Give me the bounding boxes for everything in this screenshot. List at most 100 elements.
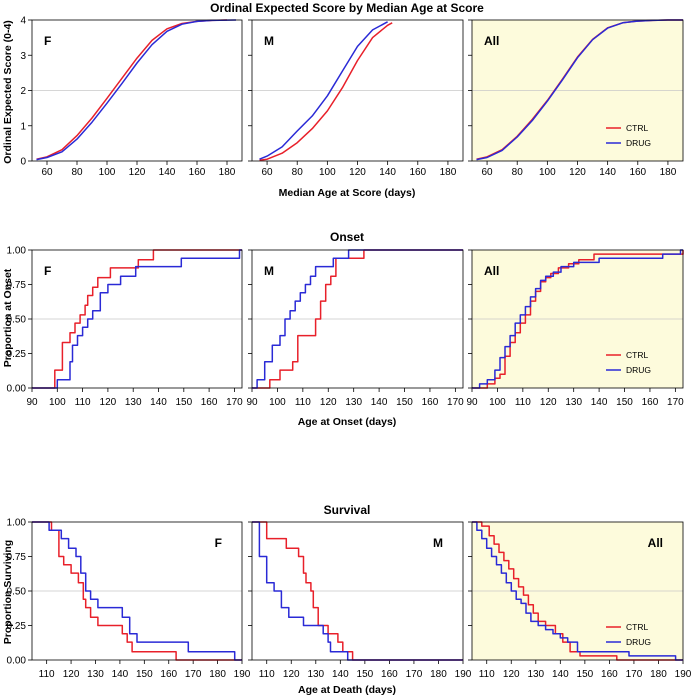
x-tick-label: 110 bbox=[479, 669, 495, 680]
panel-label: F bbox=[44, 34, 51, 48]
legend-drug-label: DRUG bbox=[626, 365, 651, 375]
y-tick-label: 1.00 bbox=[7, 518, 27, 529]
x-tick-label: 140 bbox=[591, 397, 608, 408]
x-tick-label: 150 bbox=[396, 397, 413, 408]
x-tick-label: 100 bbox=[269, 397, 286, 408]
x-tick-label: 120 bbox=[569, 167, 586, 178]
y-tick-label: 3 bbox=[20, 51, 26, 62]
chart-score: Ordinal Expected Score (0-4) Median Age a… bbox=[2, 16, 684, 199]
x-tick-label: 60 bbox=[482, 167, 494, 178]
x-axis-label: Median Age at Score (days) bbox=[279, 187, 416, 199]
series-drug-line bbox=[32, 521, 242, 661]
x-tick-label: 160 bbox=[409, 167, 426, 178]
y-tick-label: 0.25 bbox=[7, 621, 27, 632]
x-tick-label: 120 bbox=[63, 669, 80, 680]
x-tick-label: 160 bbox=[381, 669, 398, 680]
x-tick-label: 130 bbox=[527, 669, 544, 680]
chart-survival: Proportion Surviving Age at Death (days) 1… bbox=[2, 518, 692, 697]
y-axis-label: Proportion Surviving bbox=[2, 540, 14, 644]
y-tick-label: 0.50 bbox=[7, 587, 27, 598]
x-tick-label: 90 bbox=[466, 397, 478, 408]
x-tick-label: 90 bbox=[246, 397, 258, 408]
panel-m: 90 100 110 120 130 140 150 160 170 M bbox=[246, 249, 464, 408]
legend: CTRL DRUG bbox=[606, 123, 651, 148]
panel-all: 110 120 130 140 150 160 170 180 190 All CTRL DRUG bbox=[468, 521, 692, 680]
panel-f: 90 100 110 120 130 140 150 160 170 0.00 0.25 0.50 0.… bbox=[7, 246, 244, 409]
panel-frame bbox=[31, 249, 243, 389]
x-tick-label: 170 bbox=[406, 669, 423, 680]
panel-label: F bbox=[44, 264, 51, 278]
y-tick-label: 0.75 bbox=[7, 280, 27, 291]
x-tick-label: 180 bbox=[650, 669, 667, 680]
panel-all: 60 80 100 120 140 160 180 All CTRL DRUG bbox=[468, 19, 684, 178]
series-drug-line bbox=[472, 521, 683, 661]
x-tick-label: 120 bbox=[349, 167, 366, 178]
x-tick-label: 160 bbox=[629, 167, 646, 178]
panel-frame bbox=[471, 249, 684, 389]
x-tick-label: 160 bbox=[160, 669, 177, 680]
x-tick-label: 150 bbox=[136, 669, 153, 680]
x-tick-label: 80 bbox=[292, 167, 304, 178]
x-tick-label: 120 bbox=[320, 397, 337, 408]
x-tick-label: 150 bbox=[175, 397, 192, 408]
x-tick-label: 110 bbox=[75, 397, 91, 408]
x-tick-label: 60 bbox=[41, 167, 53, 178]
x-tick-label: 130 bbox=[565, 397, 582, 408]
legend-drug-label: DRUG bbox=[626, 138, 651, 148]
x-tick-label: 180 bbox=[430, 669, 447, 680]
x-tick-label: 90 bbox=[26, 397, 38, 408]
x-tick-label: 120 bbox=[540, 397, 557, 408]
panel-label: M bbox=[433, 536, 443, 550]
x-tick-label: 100 bbox=[319, 167, 336, 178]
series-drug-line bbox=[476, 19, 683, 161]
x-tick-label: 140 bbox=[332, 669, 349, 680]
x-tick-label: 130 bbox=[125, 397, 142, 408]
x-tick-label: 180 bbox=[440, 167, 457, 178]
panel-m: 60 80 100 120 140 160 180 M bbox=[248, 19, 464, 178]
x-tick-label: 170 bbox=[626, 669, 643, 680]
y-axis-label: Proportion at Onset bbox=[2, 268, 14, 367]
figure-title-score: Ordinal Expected Score by Median Age at … bbox=[210, 1, 484, 15]
panel-frame bbox=[31, 521, 243, 661]
legend-ctrl-label: CTRL bbox=[626, 350, 648, 360]
panel-frame bbox=[471, 521, 684, 661]
legend: CTRL DRUG bbox=[606, 350, 651, 375]
series-drug-line bbox=[259, 21, 388, 160]
x-tick-label: 160 bbox=[201, 397, 218, 408]
y-tick-label: 0.50 bbox=[7, 315, 27, 326]
panel-frame bbox=[251, 249, 464, 389]
y-tick-label: 0 bbox=[20, 157, 26, 168]
panel-label: F bbox=[215, 536, 222, 550]
y-tick-label: 0.00 bbox=[7, 656, 27, 667]
panel-frame bbox=[471, 19, 684, 162]
y-axis-label: Ordinal Expected Score (0-4) bbox=[2, 20, 14, 164]
x-tick-label: 160 bbox=[189, 167, 206, 178]
legend-drug-label: DRUG bbox=[626, 637, 651, 647]
series-drug-line bbox=[252, 521, 463, 661]
x-tick-label: 100 bbox=[539, 167, 556, 178]
panel-label: All bbox=[484, 264, 499, 278]
series-ctrl-line bbox=[32, 521, 242, 661]
legend: CTRL DRUG bbox=[606, 622, 651, 647]
x-tick-label: 140 bbox=[112, 669, 129, 680]
x-tick-label: 160 bbox=[601, 669, 618, 680]
legend-ctrl-label: CTRL bbox=[626, 123, 648, 133]
x-axis-label: Age at Death (days) bbox=[298, 684, 396, 696]
x-tick-label: 160 bbox=[642, 397, 659, 408]
panel-all: 90 100 110 120 130 140 150 160 170 All CTRL DRUG bbox=[466, 249, 684, 408]
panel-label: M bbox=[264, 34, 274, 48]
x-tick-label: 130 bbox=[87, 669, 104, 680]
x-tick-label: 110 bbox=[515, 397, 531, 408]
series-drug-line bbox=[32, 249, 242, 389]
x-tick-label: 80 bbox=[71, 167, 83, 178]
x-tick-label: 140 bbox=[150, 397, 167, 408]
panel-label: All bbox=[484, 34, 499, 48]
panel-label: All bbox=[648, 536, 663, 550]
series-ctrl-line bbox=[32, 249, 242, 389]
x-tick-label: 110 bbox=[39, 669, 55, 680]
x-axis-label: Age at Onset (days) bbox=[298, 416, 397, 428]
y-tick-label: 2 bbox=[20, 86, 26, 97]
x-tick-label: 170 bbox=[667, 397, 684, 408]
x-tick-label: 120 bbox=[283, 669, 300, 680]
